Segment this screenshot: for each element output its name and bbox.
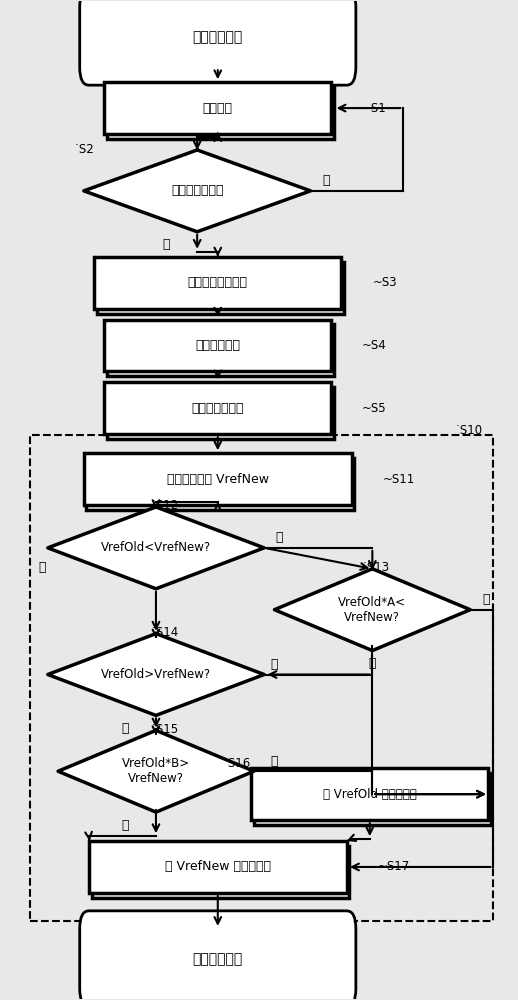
Bar: [105, 82, 331, 134]
Text: 开始阀值调整: 开始阀值调整: [193, 30, 243, 44]
Text: ˙S16: ˙S16: [223, 757, 251, 770]
Bar: [89, 841, 347, 893]
Bar: [251, 768, 488, 820]
Text: 否: 否: [369, 657, 376, 670]
Bar: [107, 324, 334, 376]
Bar: [107, 87, 334, 139]
Bar: [30, 435, 494, 921]
Bar: [105, 382, 331, 434]
Text: 否: 否: [271, 658, 278, 671]
Text: 开始加工: 开始加工: [203, 102, 233, 115]
Text: ˙S14: ˙S14: [151, 626, 179, 639]
Bar: [107, 387, 334, 439]
Text: 运算（柱状化）: 运算（柱状化）: [192, 402, 244, 415]
Bar: [105, 320, 331, 371]
Text: 是: 是: [163, 238, 170, 251]
Text: 开始获取积分电压: 开始获取积分电压: [188, 276, 248, 289]
Text: VrefOld>VrefNew?: VrefOld>VrefNew?: [101, 668, 211, 681]
Polygon shape: [58, 730, 254, 812]
Text: 是: 是: [482, 593, 490, 606]
Text: 是: 是: [121, 819, 129, 832]
Text: 否: 否: [39, 561, 46, 574]
Text: 是: 是: [121, 722, 129, 735]
FancyBboxPatch shape: [80, 911, 356, 1000]
Polygon shape: [275, 569, 470, 651]
Bar: [84, 453, 352, 505]
Text: 是: 是: [276, 531, 283, 544]
Text: 是否产生放电？: 是否产生放电？: [171, 184, 223, 197]
Text: ~S5: ~S5: [362, 402, 386, 415]
Bar: [92, 846, 349, 898]
Text: 否: 否: [322, 174, 330, 187]
FancyBboxPatch shape: [80, 0, 356, 85]
Text: 将 VrefNew 确定为阀值: 将 VrefNew 确定为阀值: [165, 860, 271, 873]
Bar: [87, 458, 354, 510]
Text: 确定候补阀值 VrefNew: 确定候补阀值 VrefNew: [167, 473, 269, 486]
Text: VrefOld*A<
VrefNew?: VrefOld*A< VrefNew?: [338, 596, 406, 624]
Polygon shape: [48, 634, 264, 715]
Bar: [97, 262, 344, 314]
Text: ˙S2: ˙S2: [74, 143, 94, 156]
Text: VrefOld*B>
VrefNew?: VrefOld*B> VrefNew?: [122, 757, 190, 785]
Text: ˙S12: ˙S12: [151, 499, 179, 512]
Polygon shape: [48, 507, 264, 589]
Text: 完成阀值调整: 完成阀值调整: [193, 952, 243, 966]
Text: 存储积分电压: 存储积分电压: [195, 339, 240, 352]
Text: VrefOld<VrefNew?: VrefOld<VrefNew?: [101, 541, 211, 554]
Text: ~S1: ~S1: [362, 102, 387, 115]
Text: 将 VrefOld 确定为阀值: 将 VrefOld 确定为阀值: [323, 788, 416, 801]
Text: ~S11: ~S11: [383, 473, 415, 486]
Text: 否: 否: [271, 755, 278, 768]
Text: ~S3: ~S3: [372, 276, 397, 289]
Bar: [94, 257, 341, 309]
Polygon shape: [84, 150, 310, 232]
Text: ~S17: ~S17: [378, 860, 410, 873]
Text: ˙S13: ˙S13: [362, 561, 390, 574]
Text: ˙S15: ˙S15: [151, 723, 179, 736]
Text: ~S4: ~S4: [362, 339, 387, 352]
Bar: [254, 773, 491, 825]
Text: ˙S10: ˙S10: [455, 424, 483, 437]
